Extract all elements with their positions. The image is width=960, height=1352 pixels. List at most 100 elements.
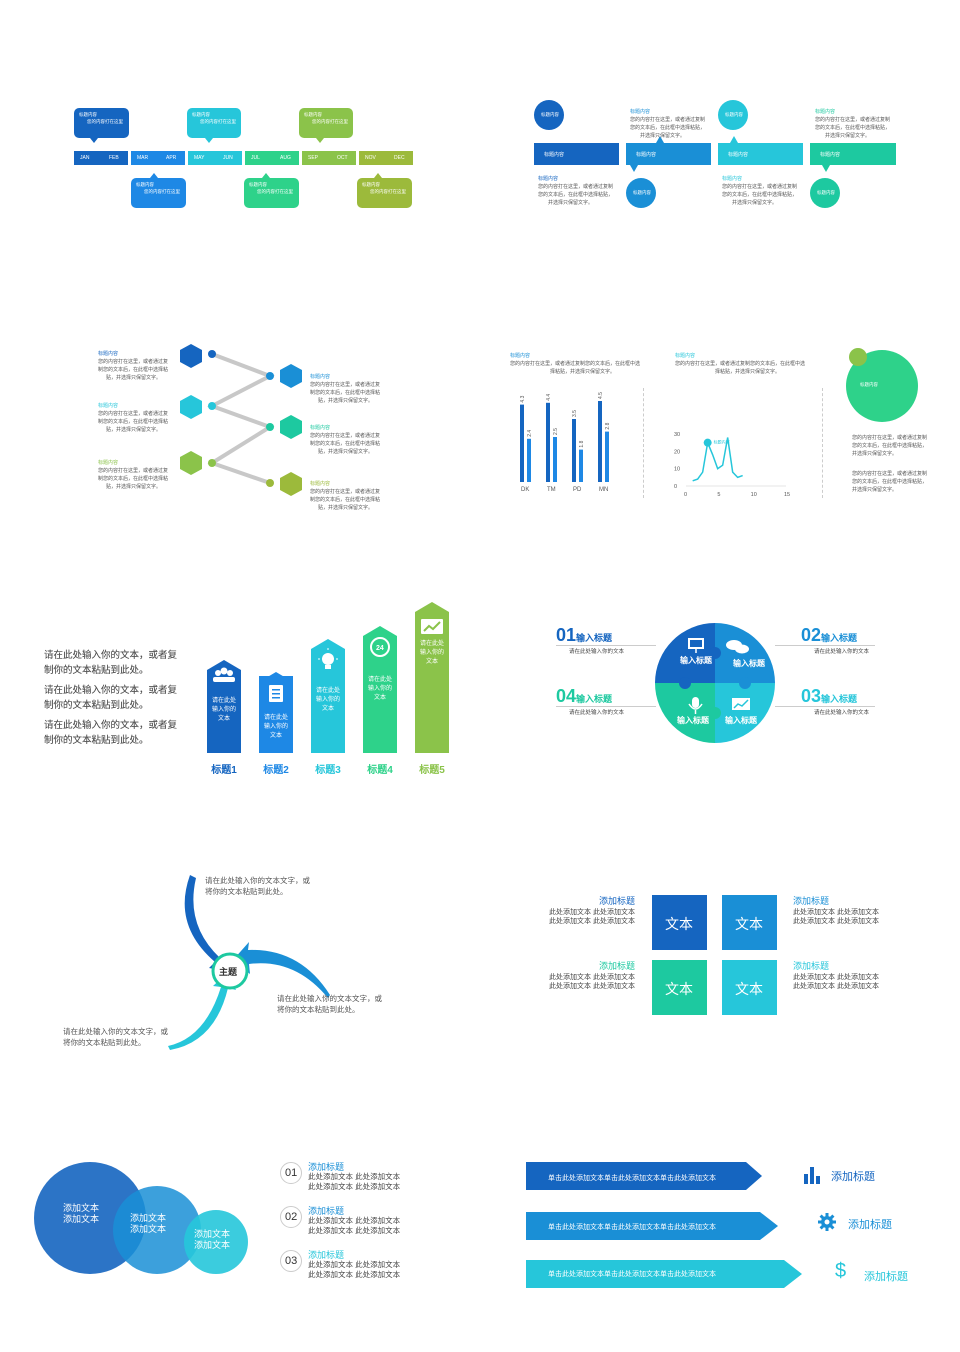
bubble-top-1: 标题内容 您的内容打在这里 [74,108,129,138]
phone-24-icon: 24 [370,637,390,657]
y-tick-label: 10 [674,467,680,473]
line-chart-caption: 标题内容 您的内容打在这里，或者通过复制您的文本后，在此框中选 择粘贴，并选择只保留… [675,353,806,375]
chart-growth-icon [421,619,443,634]
bar-PD-2 [579,449,583,482]
slide-overlap-circles: 添加文本 添加文本 添加文本 添加文本 添加文本 添加文本 01 添加标题 此处添加文本… [0,1140,480,1320]
square-4: 文本 [722,960,777,1015]
y-tick-label: 30 [674,432,680,438]
bar-MN-1 [598,401,602,482]
arrow-text-2: 请在此处输入你的文本文字，或 将你的文本粘贴到此处。 [277,994,382,1014]
bar-3: 标题内容 [718,143,803,165]
svg-text:24: 24 [376,645,384,652]
arrow-text-3: 请在此处输入你的文本文字，或 将你的文本粘贴到此处。 [63,1027,168,1047]
category-label: MN [599,487,608,493]
left-text-block-final: 请在此处输入你的文本，或者复 制你的文本粘贴到此处。 请在此处输入你的文本，或者复… [44,650,178,746]
banner-1-text: 单击此处添加文本单击此处添加文本单击此处添加文本 [548,1175,716,1182]
item-02: 02输入标题 [801,625,858,645]
bar-TM-2 [553,437,557,482]
lightbulb-icon [318,648,338,669]
x-tick-label: 15 [784,492,790,498]
hexagon-3 [180,451,202,475]
item-04: 04输入标题 [556,686,613,706]
square-2: 文本 [722,895,777,950]
text-top-4: 标题内容 您的内容打在这里，或者通过复制 您的文本后，在此框中选择粘贴， 并选择只保… [815,109,891,139]
hexagon-6 [280,472,302,496]
hex-text-6: 标题内容 您的内容打在这里，或者通过复 制您的文本后，在此框中选择粘 贴，并选择只保留… [310,481,381,511]
slide-puzzle-circle: 输入标题 输入标题 输入标题 输入标题 01输入标题 请在此处输入你的文本 02… [480,593,960,783]
puzzle-label-4: 输入标题 [725,716,757,725]
list-item-3: 添加标题 此处添加文本 此处添加文本 此处添加文本 此处添加文本 [308,1250,401,1279]
slide-hexagon-zigzag: 标题内容 您的内容打在这里，或者通过复 制您的文本后，在此框中选择粘 贴，并选择只保留… [0,338,480,676]
circle-text-1: 您的内容打在这里，或者通过复制 您的文本后，在此框中选择粘贴， 并选择只保留文字。 [852,435,928,457]
column-3-text: 请在此处 输入你的 文本 [315,688,340,712]
column-1-text: 请在此处 输入你的 文本 [211,698,236,722]
bar-TM-1 [546,402,550,482]
month-may: MAY JUN [188,151,242,165]
column-3-label: 标题3 [315,765,341,776]
line-chart: 0 10 20 30 0 5 10 15 标题内容 [674,432,790,498]
hexagon-2 [180,395,202,419]
circle-text-2: 您的内容打在这里，或者通过复制 您的文本后，在此框中选择粘贴， 并选择只保留文字。 [852,471,928,493]
category-label: TM [547,487,556,493]
bar-value-label: 2.5 [553,428,559,435]
dollar-icon: $ [835,1260,847,1282]
x-tick-label: 5 [717,492,720,498]
column-4-label: 标题4 [367,765,393,776]
banner-title-3: 添加标题 [864,1271,908,1283]
month-jan: JAN FEB [74,151,128,165]
circle-top-1: 标题内容 [534,100,564,130]
banner-2-text: 单击此处添加文本单击此处添加文本单击此处添加文本 [548,1224,716,1231]
bar-MN-2 [605,431,609,482]
hexagon-diagram [180,344,302,496]
blank-area [0,593,200,643]
bar-chart: 4.3 2.4 DK 4.4 2.5 TM 3.5 1.8 PD 4.5 2.8 MN [520,392,611,493]
grid-text-4: 添加标题 此处添加文本 此处添加文本 此处添加文本 此处添加文本 [793,961,879,991]
column-5-label: 标题5 [419,765,445,776]
banner-1 [526,1162,762,1190]
bar-value-label: 4.3 [520,395,526,402]
puzzle-label-1: 输入标题 [680,656,712,665]
gear-icon [818,1213,836,1231]
highlight-point [703,438,712,447]
slide-process-bars: 标题内容 标题内容 标题内容 标题内容 标题内容 标题内容 标题内容 标题内容 … [480,0,960,338]
slide-charts: 标题内容 您的内容打在这里，或者通过复制您的文本后，在此框中选 择粘贴，并选择只保留… [480,338,960,676]
line-series [692,437,743,482]
arrow-banners [526,1162,802,1288]
grid-text-3: 添加标题 此处添加文本 此处添加文本 此处添加文本 此处添加文本 [549,961,635,991]
puzzle-label-2: 输入标题 [733,659,765,668]
hex-text-1: 标题内容 您的内容打在这里，或者通过复 制您的文本后，在此框中选择粘 贴，并选择只保留… [98,351,169,381]
column-4-text: 请在此处 输入你的 文本 [367,677,392,701]
item-01-desc: 请在此处输入你的文本 [569,649,625,655]
slide-square-grid: 文本 文本 文本 文本 添加标题 此处添加文本 此处添加文本 此处添加文本 此处添加… [480,850,960,1060]
bar-chart-icon [804,1167,820,1184]
text-bottom-1: 标题内容 您的内容打在这里，或者通过复制 您的文本后，在此框中选择粘贴， 并选择只保… [538,176,614,206]
column-1 [207,660,241,753]
bar-value-label: 2.8 [605,422,611,429]
hexagon-4 [280,364,302,388]
month-mar: MAR APR [131,151,185,165]
y-tick-label: 0 [674,484,677,490]
center-topic: 主题 [219,967,238,977]
growth-chart-icon [732,698,750,710]
bar-value-label: 3.5 [572,410,578,417]
arrow-columns: 24 [207,602,449,753]
column-2-text: 请在此处 输入你的 文本 [263,715,288,739]
item-01: 01输入标题 [556,625,613,645]
slide-timeline-months: JAN FEB MAR APR MAY JUN JUL AUG SEP OCT NOV DE… [0,0,480,338]
bar-4: 标题内容 [810,143,896,165]
square-3: 文本 [652,960,707,1015]
bubble-bottom-3: 标题内容 您的内容打在这里 [357,178,412,208]
list-item-1: 添加标题 此处添加文本 此处添加文本 此处添加文本 此处添加文本 [308,1162,401,1191]
item-04-desc: 请在此处输入你的文本 [569,710,625,716]
bar-value-label: 4.4 [546,394,552,401]
x-tick-label: 0 [684,492,687,498]
hex-text-4: 标题内容 您的内容打在这里，或者通过复 制您的文本后，在此框中选择粘 贴，并选择只保留… [310,374,381,404]
banner-title-1: 添加标题 [831,1171,875,1183]
item-03-desc: 请在此处输入你的文本 [814,710,870,716]
banner-3 [526,1260,802,1288]
puzzle-circle [655,623,775,743]
bar-2: 标题内容 [626,143,711,165]
text-bottom-3: 标题内容 您的内容打在这里，或者通过复制 您的文本后，在此框中选择粘贴， 并选择只保… [722,176,798,206]
bar-value-label: 2.4 [527,430,533,437]
bubble-bottom-1: 标题内容 您的内容打在这里 [131,178,186,208]
